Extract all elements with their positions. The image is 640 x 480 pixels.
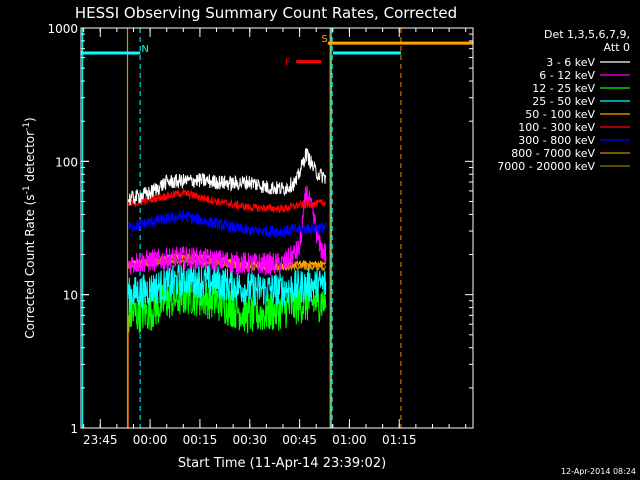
y-tick-label-3: 1000 xyxy=(47,22,78,36)
legend-header-line-1: Det 1,3,5,6,7,9, xyxy=(544,28,630,41)
y-axis-label-sup1: -1 xyxy=(22,185,32,194)
flag-label-S: S xyxy=(321,34,327,45)
x-tick-label-5: 01:00 xyxy=(332,433,367,447)
series-line-0 xyxy=(128,147,327,206)
x-tick-label-3: 00:30 xyxy=(232,433,267,447)
flag-label-N: N xyxy=(141,44,148,55)
y-tick-label-1: 10 xyxy=(63,289,78,303)
y-axis-label: Corrected Count Rate (s-1 detector-1) xyxy=(22,117,37,338)
x-axis-label: Start Time (11-Apr-14 23:39:02) xyxy=(178,456,386,471)
plot-frame xyxy=(80,27,474,429)
series-line-5 xyxy=(128,187,327,214)
legend-entry-label-8: 7000 - 20000 keV xyxy=(497,160,595,173)
legend-entry-label-0: 3 - 6 keV xyxy=(546,56,595,69)
y-axis-label-main: Corrected Count Rate (s xyxy=(23,194,37,338)
y-axis-label-sup2: -1 xyxy=(22,122,32,131)
footer-timestamp: 12-Apr-2014 08:24 xyxy=(561,467,636,476)
y-axis-label-mid: detector xyxy=(23,131,37,186)
chart-title: HESSI Observing Summary Count Rates, Cor… xyxy=(75,4,457,22)
flag-label-F: F xyxy=(285,58,291,69)
y-axis-label-end: ) xyxy=(23,117,37,122)
legend-entry-label-4: 50 - 100 keV xyxy=(525,108,595,121)
legend-header-line-2: Att 0 xyxy=(604,41,630,54)
x-tick-label-0: 23:45 xyxy=(83,433,118,447)
legend-entry-label-7: 800 - 7000 keV xyxy=(511,147,595,160)
legend-entry-label-1: 6 - 12 keV xyxy=(539,69,595,82)
series-line-3 xyxy=(128,263,327,312)
legend-entry-label-3: 25 - 50 keV xyxy=(532,95,595,108)
y-tick-label-2: 100 xyxy=(55,155,78,169)
x-axis: 23:45 00:00 00:15 00:30 00:45 01:00 01:15 xyxy=(83,28,467,447)
y-tick-label-0: 1 xyxy=(70,422,78,436)
plot-area: N F S xyxy=(81,28,473,428)
y-axis: 1 10 100 1000 xyxy=(47,22,473,436)
legend-entry-label-5: 100 - 300 keV xyxy=(518,121,595,134)
x-tick-label-6: 01:15 xyxy=(382,433,417,447)
legend-entry-label-2: 12 - 25 keV xyxy=(532,82,595,95)
x-tick-label-2: 00:15 xyxy=(183,433,218,447)
legend-entry-label-6: 300 - 800 keV xyxy=(518,134,595,147)
x-tick-label-4: 00:45 xyxy=(282,433,317,447)
series-line-6 xyxy=(128,209,327,238)
series-line-1 xyxy=(128,185,327,276)
x-tick-label-1: 00:00 xyxy=(133,433,168,447)
